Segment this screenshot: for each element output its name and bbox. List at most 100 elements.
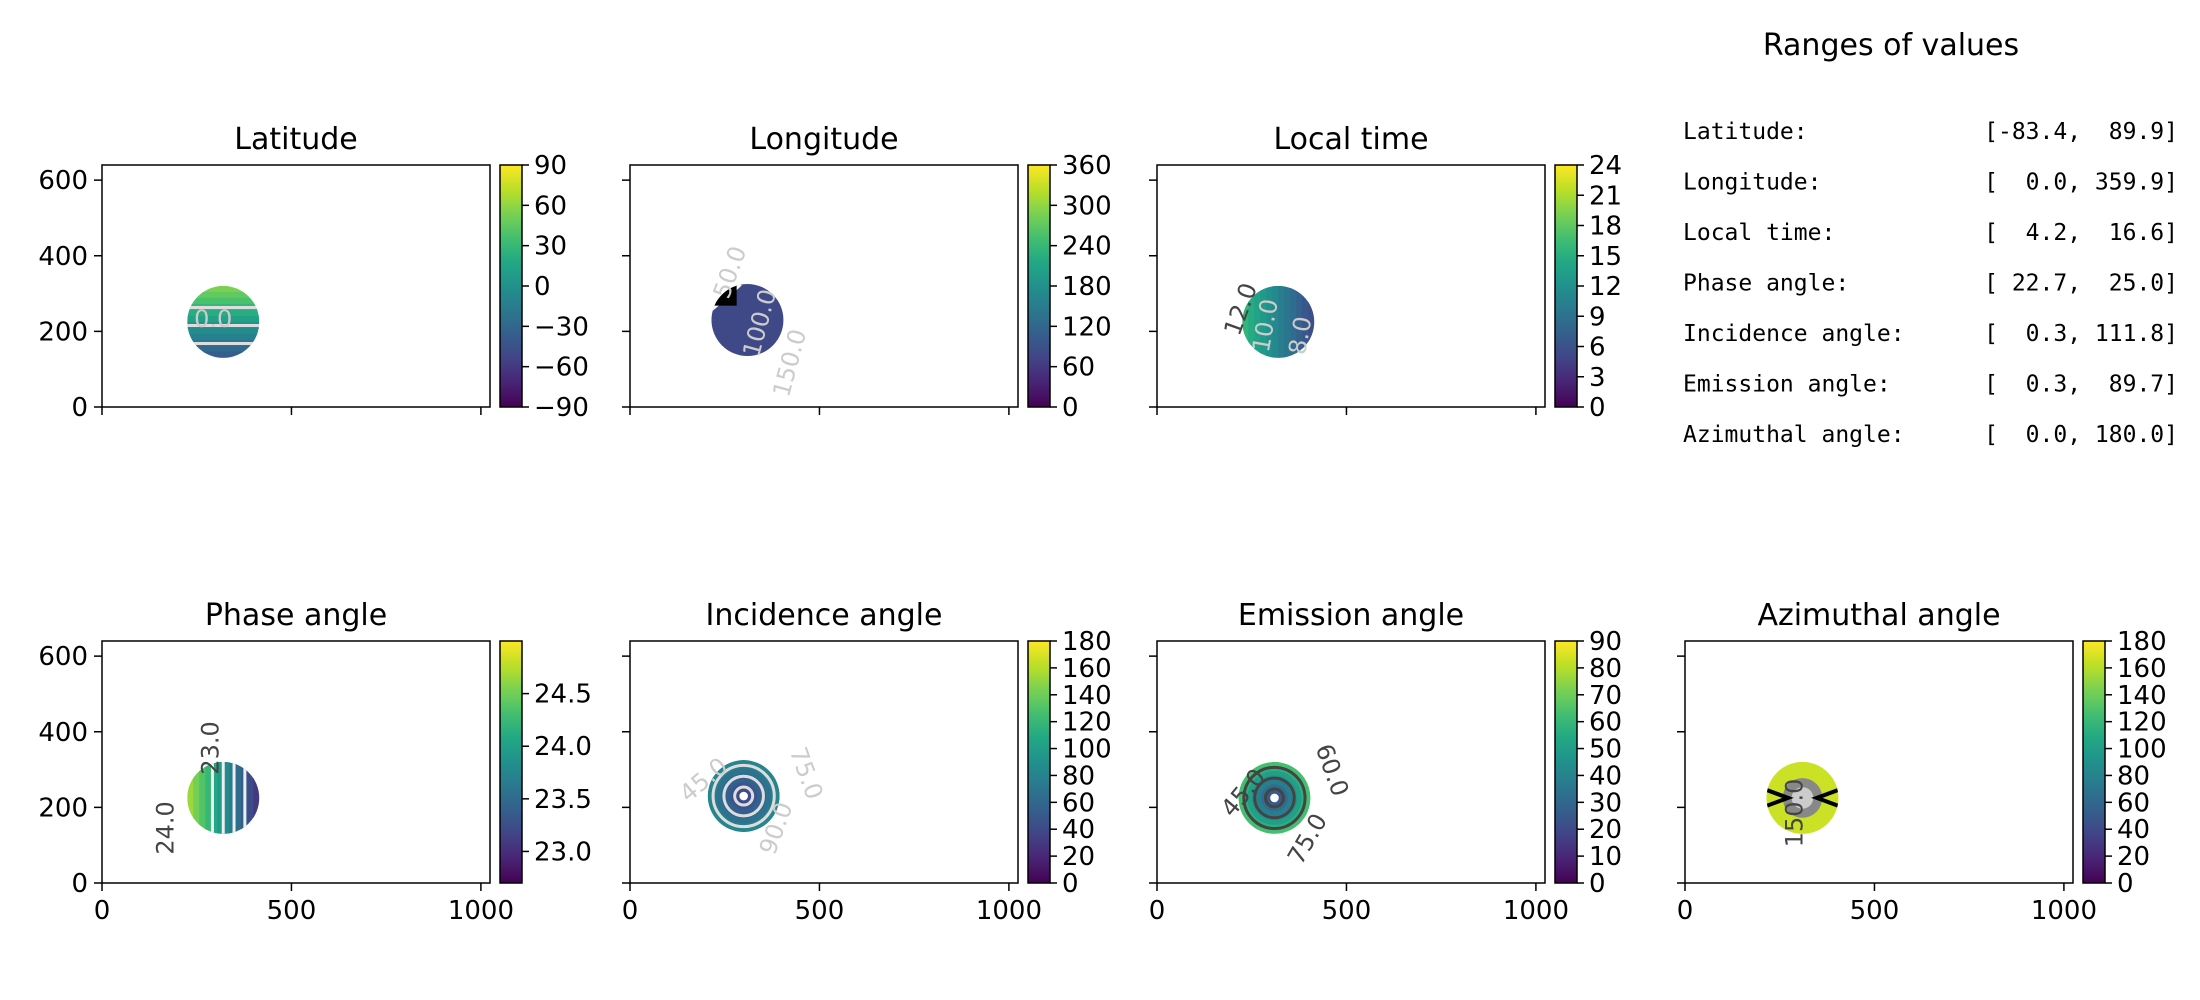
- colorbar-tick-label: 9: [1589, 302, 1606, 332]
- disk-band: [223, 761, 231, 834]
- y-tick-label: 0: [71, 393, 88, 423]
- colorbar-tick-label: 80: [1589, 654, 1622, 684]
- axes-frame: [1684, 640, 2074, 884]
- colorbar-tick-label: 40: [1589, 761, 1622, 791]
- colorbar-tick-label: 90: [534, 151, 567, 181]
- colorbar-tick-label: 100: [1062, 735, 1112, 765]
- colorbar-tick-label: 50: [1589, 735, 1622, 765]
- disk-band: [205, 761, 213, 834]
- colorbar: [1554, 640, 1578, 884]
- contour-label: 0.0: [194, 305, 232, 333]
- disk-band: [187, 291, 260, 299]
- contour-label: 150.0: [1780, 779, 1808, 848]
- colorbar-tick-label: 180: [2117, 627, 2167, 657]
- colorbar-tick-label: 120: [1062, 708, 1112, 738]
- disk-band: [187, 285, 260, 293]
- range-label: Latitude:: [1683, 119, 1808, 145]
- colorbar-tick-label: −30: [534, 312, 589, 342]
- x-tick-label: 500: [795, 896, 845, 926]
- panel-title: Emission angle: [1238, 598, 1464, 633]
- panel-title: Azimuthal angle: [1757, 598, 2000, 633]
- range-value: [ 0.3, 111.8]: [1984, 321, 2178, 347]
- contour-label: 60.0: [1310, 740, 1355, 800]
- colorbar-tick-label: 12: [1589, 272, 1622, 302]
- disk-band: [247, 761, 255, 834]
- contour-label: 8.0: [1283, 314, 1317, 356]
- disk-band: [187, 309, 260, 317]
- colorbar: [1027, 164, 1051, 408]
- colorbar-tick-label: 60: [2117, 788, 2150, 818]
- disk-band: [1284, 285, 1292, 358]
- panel-title: Longitude: [749, 122, 898, 157]
- colorbar-tick-label: 180: [1062, 272, 1112, 302]
- colorbar-tick-label: 0: [2117, 869, 2134, 899]
- contour-ring: [1242, 765, 1307, 831]
- colorbar: [2082, 640, 2106, 884]
- disk-band: [1266, 285, 1274, 358]
- colorbar-tick-label: 240: [1062, 232, 1112, 262]
- disk-band: [235, 761, 243, 834]
- colorbar-tick-label: 20: [1589, 815, 1622, 845]
- range-label: Longitude:: [1683, 170, 1821, 196]
- disk-band: [187, 297, 260, 305]
- disk-image: [1766, 761, 1839, 834]
- colorbar-tick-label: 40: [2117, 815, 2150, 845]
- colorbar-tick-label: 30: [534, 232, 567, 262]
- axes-frame: [1156, 164, 1546, 408]
- range-value: [-83.4, 89.9]: [1984, 119, 2178, 145]
- y-tick-label: 200: [38, 317, 88, 347]
- colorbar-tick-label: 18: [1589, 212, 1622, 242]
- panel-phase-angle: Phase angle 24.0 23.0 0 500 1000 0 200 400 600 23.…: [38, 598, 592, 926]
- axes-frame: [101, 164, 491, 408]
- colorbar-tick-label: −60: [534, 353, 589, 383]
- colorbar-tick-label: 24: [1589, 151, 1622, 181]
- colorbar-tick-label: 3: [1589, 363, 1606, 393]
- colorbar-tick-label: 24.0: [534, 732, 592, 762]
- colorbar-tick-label: 21: [1589, 181, 1622, 211]
- disk-image: [1242, 285, 1315, 358]
- disk-band: [1278, 285, 1286, 358]
- colorbar-tick-label: 30: [1589, 788, 1622, 818]
- colorbar-tick-label: 80: [1062, 761, 1095, 791]
- colorbar-tick-label: 60: [534, 191, 567, 221]
- disk-image: [707, 760, 780, 833]
- y-tick-label: 600: [38, 642, 88, 672]
- range-label: Phase angle:: [1683, 271, 1849, 297]
- range-value: [ 0.3, 89.7]: [1984, 372, 2178, 398]
- x-tick-label: 0: [1677, 896, 1694, 926]
- colorbar-tick-label: 140: [1062, 681, 1112, 711]
- x-tick-label: 500: [1322, 896, 1372, 926]
- disk-core: [1791, 787, 1814, 809]
- colorbar-tick-label: 120: [1062, 312, 1112, 342]
- colorbar-tick-label: 140: [2117, 681, 2167, 711]
- colorbar-tick-label: 0: [1589, 869, 1606, 899]
- ranges-panel: Ranges of values Latitude: [-83.4, 89.9]L…: [1683, 28, 2178, 448]
- x-tick-label: 0: [622, 896, 639, 926]
- colorbar-tick-label: 6: [1589, 333, 1606, 363]
- colorbar-tick-label: 0: [1062, 869, 1079, 899]
- disk-band: [187, 345, 260, 353]
- x-tick-label: 0: [94, 896, 111, 926]
- colorbar: [1027, 640, 1051, 884]
- colorbar-tick-label: 100: [2117, 735, 2167, 765]
- disk-band: [187, 761, 195, 834]
- disk-band: [1248, 285, 1256, 358]
- x-tick-label: 1000: [2031, 896, 2097, 926]
- colorbar-tick-label: 20: [2117, 842, 2150, 872]
- colorbar-tick-label: 20: [1062, 842, 1095, 872]
- colorbar-tick-label: 0: [1062, 393, 1079, 423]
- colorbar-tick-label: 120: [2117, 708, 2167, 738]
- disk-band: [193, 761, 201, 834]
- colorbar-tick-label: 360: [1062, 151, 1112, 181]
- range-value: [ 0.0, 359.9]: [1984, 170, 2178, 196]
- disk-band: [187, 315, 260, 323]
- colorbar-tick-label: −90: [534, 393, 589, 423]
- y-tick-label: 0: [71, 869, 88, 899]
- disk-band: [199, 761, 207, 834]
- contour-label: 75.0: [784, 743, 829, 803]
- range-value: [ 0.0, 180.0]: [1984, 422, 2178, 448]
